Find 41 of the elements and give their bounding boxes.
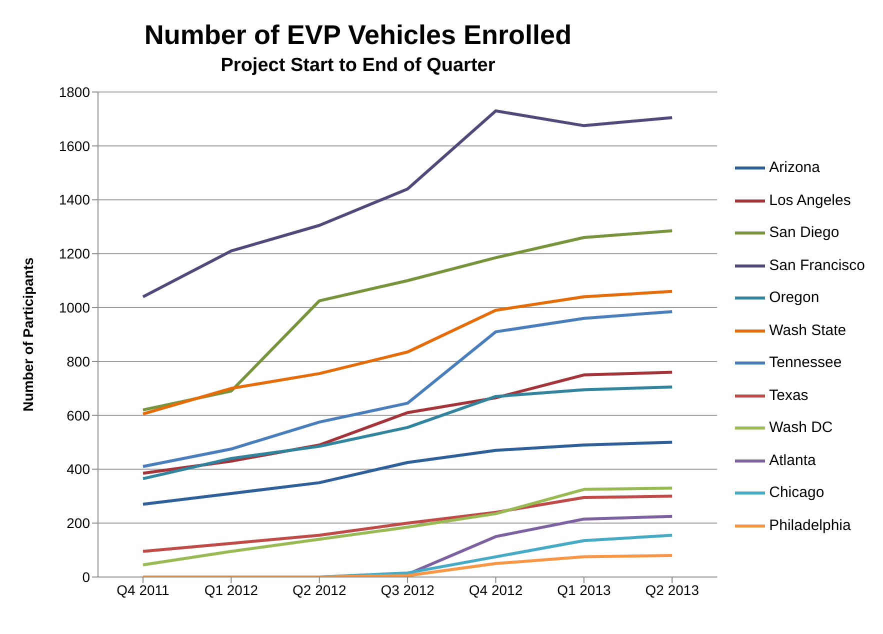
legend-label: Tennessee [769, 353, 842, 374]
y-tick-label: 1600 [58, 138, 90, 154]
legend-label: Los Angeles [769, 190, 851, 211]
x-tick-label: Q2 2012 [292, 582, 346, 598]
x-tick-label: Q1 2013 [557, 582, 611, 598]
x-tick-label: Q3 2012 [380, 582, 435, 598]
legend-label: Arizona [769, 158, 820, 178]
line-series [142, 290, 674, 416]
y-tick-label: 1200 [58, 246, 90, 262]
legend-label: Texas [769, 386, 808, 406]
y-tick-label: 1800 [58, 84, 90, 100]
y-tick-label: 0 [82, 568, 90, 585]
legend-label: Philadelphia [769, 516, 851, 536]
x-tick-label: Q4 2011 [116, 582, 170, 598]
line-series [142, 109, 674, 298]
line-series [142, 494, 674, 553]
x-tick-label: Q2 2013 [645, 582, 700, 598]
line-series [142, 554, 674, 577]
y-tick-label: 600 [66, 407, 90, 424]
y-tick-label: 1400 [58, 192, 90, 208]
y-axis-title: Number of Participants [20, 257, 36, 412]
legend-label: Chicago [769, 483, 824, 504]
legend-label: Wash DC [769, 418, 833, 438]
x-tick-label: Q4 2012 [468, 582, 523, 598]
legend-label: Atlanta [769, 450, 816, 471]
line-series [142, 229, 674, 412]
chart-subtitle: Project Start to End of Quarter [220, 55, 496, 77]
y-tick-label: 200 [66, 515, 90, 532]
line-series [142, 440, 674, 506]
y-tick-label: 800 [66, 353, 90, 370]
legend-label: San Francisco [769, 256, 865, 276]
y-tick-label: 400 [66, 461, 90, 478]
chart-title: Number of EVP Vehicles Enrolled [143, 19, 573, 51]
line-series [142, 486, 674, 566]
line-series [142, 386, 674, 480]
legend-label: Oregon [769, 288, 820, 308]
y-tick-label: 1000 [58, 300, 90, 316]
legend-label: San Diego [769, 223, 840, 244]
line-series [142, 310, 674, 468]
x-tick-label: Q1 2012 [204, 582, 258, 598]
legend-label: Wash State [769, 320, 846, 341]
